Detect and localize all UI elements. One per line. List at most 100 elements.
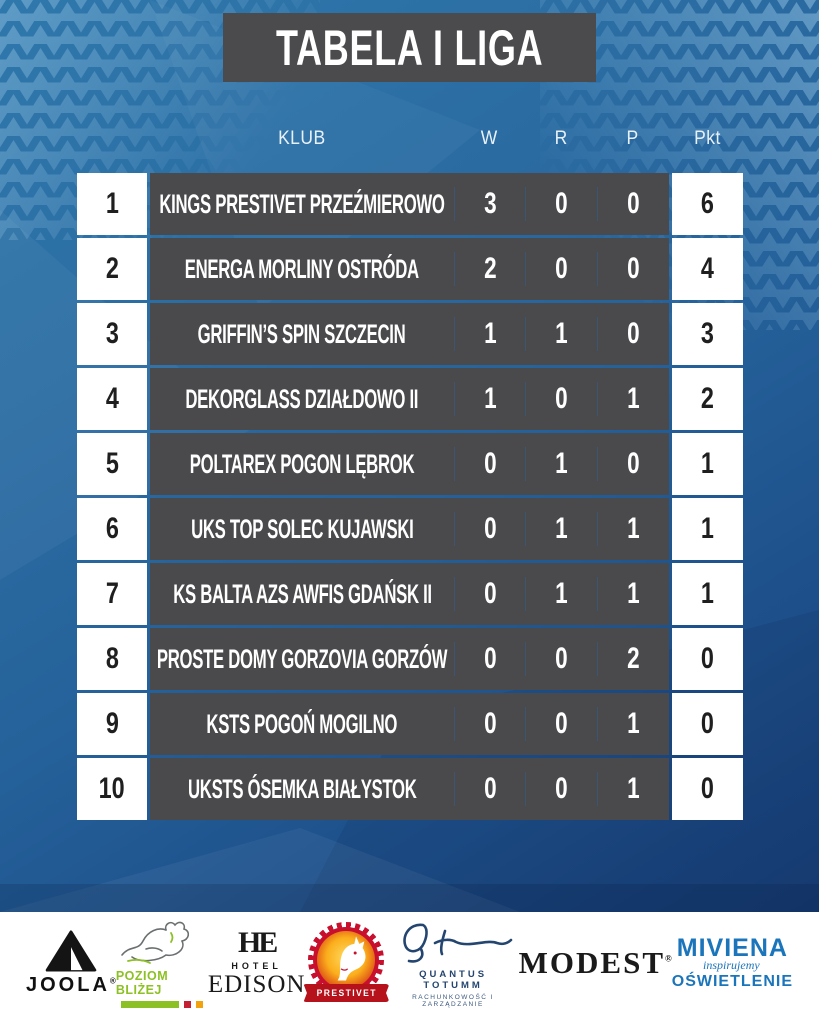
team-name-cell: GRIFFIN’S SPIN SZCZECIN (150, 319, 454, 350)
table-row: 10 UKSTS ÓSEMKA BIAŁYSTOK 0 0 1 0 (77, 758, 743, 820)
draws-cell: 0 (525, 382, 597, 416)
wins-cell: 0 (454, 707, 525, 741)
poziom-blizej-bar (120, 1000, 203, 1008)
points-cell: 0 (672, 693, 743, 755)
draws-value: 0 (555, 707, 568, 740)
position-cell: 10 (77, 758, 147, 820)
joola-reg-mark: ® (109, 975, 116, 985)
points-value: 6 (700, 187, 715, 220)
edison-wordmark: EDISON (207, 970, 306, 998)
team-stats-cell: GRIFFIN’S SPIN SZCZECIN 1 1 0 (150, 303, 669, 365)
league-table: 1 KINGS PRESTIVET PRZEŹMIEROWO 3 0 0 6 (77, 173, 743, 823)
team-name-cell: UKSTS ÓSEMKA BIAŁYSTOK (150, 774, 454, 805)
team-name: KSTS POGOŃ MOGILNO (206, 708, 398, 739)
points-value: 1 (700, 512, 715, 545)
wins-value: 0 (483, 577, 497, 610)
position-number: 8 (105, 642, 119, 675)
position-number: 7 (105, 577, 119, 610)
points-cell: 0 (672, 758, 743, 820)
losses-cell: 0 (597, 187, 669, 221)
joola-triangle-icon (45, 929, 97, 972)
poziom-blizej-wordmark: POZIOM BLIŻEJ (115, 968, 169, 997)
draws-value: 1 (555, 447, 568, 480)
yellow-square (195, 1000, 203, 1008)
points-cell: 6 (672, 173, 743, 235)
wins-cell: 0 (454, 512, 525, 546)
qt-signature-path (403, 923, 513, 963)
table-row: 4 DEKORGLASS DZIAŁDOWO II 1 0 1 2 (77, 368, 743, 430)
points-value: 0 (700, 772, 715, 805)
team-name: GRIFFIN’S SPIN SZCZECIN (198, 318, 406, 349)
horse-head-icon (338, 936, 366, 981)
position-cell: 4 (77, 368, 147, 430)
position-cell: 2 (77, 238, 147, 300)
draws-cell: 1 (525, 577, 597, 611)
team-stats-cell: ENERGA MORLINY OSTRÓDA 2 0 0 (150, 238, 669, 300)
team-name: PROSTE DOMY GORZOVIA GORZÓW (156, 643, 448, 674)
losses-cell: 1 (597, 512, 669, 546)
points-cell: 1 (672, 433, 743, 495)
team-name-cell: KSTS POGOŃ MOGILNO (150, 709, 454, 740)
points-cell: 1 (672, 498, 743, 560)
position-cell: 5 (77, 433, 147, 495)
miviena-oswietlenie: OŚWIETLENIE (671, 973, 793, 990)
draws-cell: 0 (525, 707, 597, 741)
wins-cell: 3 (454, 187, 525, 221)
draws-cell: 0 (525, 187, 597, 221)
position-number: 5 (105, 447, 119, 480)
points-cell: 4 (672, 238, 743, 300)
draws-value: 1 (555, 512, 568, 545)
position-cell: 8 (77, 628, 147, 690)
wins-value: 0 (483, 772, 497, 805)
wins-cell: 2 (454, 252, 525, 286)
griffin-icon (121, 921, 189, 964)
points-cell: 0 (672, 628, 743, 690)
points-cell: 2 (672, 368, 743, 430)
draws-value: 0 (555, 252, 568, 285)
miviena-logo: MIVIENA inspirujemy OŚWIETLENIE (672, 936, 793, 1000)
points-cell: 1 (672, 563, 743, 625)
losses-value: 1 (627, 512, 640, 545)
team-name-cell: KINGS PRESTIVET PRZEŹMIEROWO (150, 189, 454, 220)
draws-value: 0 (555, 642, 568, 675)
points-value: 1 (700, 577, 715, 610)
table-header-row: KLUB W R P Pkt (77, 124, 743, 154)
wins-value: 1 (483, 382, 497, 415)
wins-cell: 0 (454, 642, 525, 676)
wins-value: 2 (483, 252, 497, 285)
green-bar (120, 1000, 179, 1008)
prestivet-logo: PRESTIVET (303, 922, 390, 1014)
draws-cell: 1 (525, 447, 597, 481)
position-cell: 9 (77, 693, 147, 755)
team-name-cell: UKS TOP SOLEC KUJAWSKI (150, 514, 454, 545)
quantus-totumm-logo: QUANTUS TOTUMM RACHUNKOWOŚĆ I ZARZĄDZANI… (387, 919, 518, 1018)
prestivet-badge-icon: PRESTIVET (303, 922, 390, 1004)
points-value: 4 (700, 252, 715, 285)
losses-cell: 1 (597, 772, 669, 806)
wins-value: 0 (483, 512, 497, 545)
page-title: TABELA I LIGA (275, 19, 544, 76)
team-stats-cell: KINGS PRESTIVET PRZEŹMIEROWO 3 0 0 (150, 173, 669, 235)
joola-wordmark: JOOLA (26, 973, 110, 996)
quantus-subtitle: RACHUNKOWOŚĆ I ZARZĄDZANIE (412, 993, 495, 1008)
draws-value: 0 (555, 187, 568, 220)
table-row: 5 POLTAREX POGON LĘBROK 0 1 0 1 (77, 433, 743, 495)
position-cell: 3 (77, 303, 147, 365)
losses-cell: 1 (597, 707, 669, 741)
position-cell: 6 (77, 498, 147, 560)
table-row: 3 GRIFFIN’S SPIN SZCZECIN 1 1 0 3 (77, 303, 743, 365)
poziom-blizej-logo: POZIOM BLIŻEJ (116, 919, 208, 1018)
team-stats-cell: DEKORGLASS DZIAŁDOWO II 1 0 1 (150, 368, 669, 430)
joola-logo: JOOLA® (26, 929, 116, 1007)
draws-cell: 0 (525, 772, 597, 806)
draws-cell: 0 (525, 642, 597, 676)
wins-cell: 0 (454, 447, 525, 481)
team-stats-cell: KSTS POGOŃ MOGILNO 0 0 1 (150, 693, 669, 755)
team-name: UKSTS ÓSEMKA BIAŁYSTOK (187, 773, 417, 804)
column-header-pkt: Pkt (694, 128, 721, 149)
quantus-wordmark: QUANTUS TOTUMM (419, 968, 488, 991)
draws-value: 1 (555, 317, 568, 350)
table-row: 2 ENERGA MORLINY OSTRÓDA 2 0 0 4 (77, 238, 743, 300)
column-header-p: P (626, 128, 640, 149)
team-name-cell: KS BALTA AZS AWFIS GDAŃSK II (150, 579, 454, 610)
